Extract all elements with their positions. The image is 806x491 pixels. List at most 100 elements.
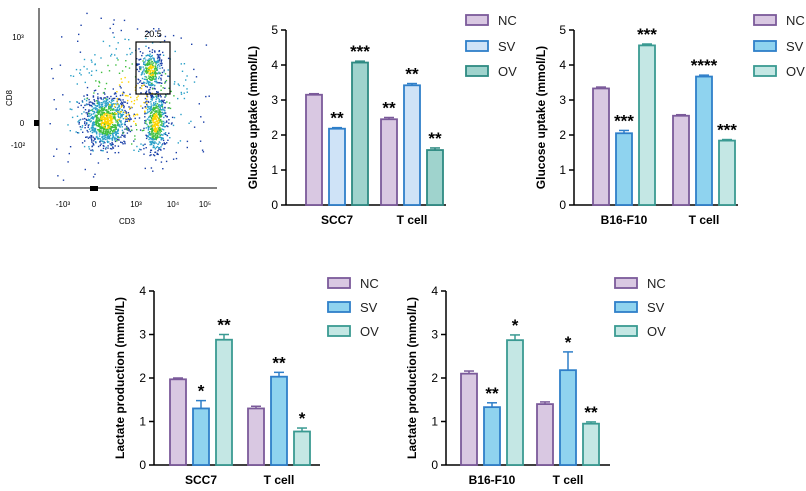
flow-event-dot: [100, 102, 102, 104]
flow-event-dot: [95, 105, 97, 107]
flow-event-dot: [167, 107, 169, 109]
flow-event-dot: [159, 124, 162, 126]
flow-event-dot: [113, 117, 115, 120]
flow-event-dot: [90, 115, 92, 117]
flow-event-dot: [112, 32, 114, 34]
flow-event-dot: [112, 143, 114, 146]
flow-event-dot: [149, 53, 151, 55]
flow-event-dot: [106, 127, 108, 130]
flow-event-dot: [104, 119, 106, 121]
flow-event-dot: [93, 124, 96, 126]
flow-event-dot: [98, 111, 100, 114]
flow-event-dot: [104, 136, 106, 139]
flow-event-dot: [148, 116, 150, 119]
flow-event-dot: [121, 92, 124, 95]
flow-event-dot: [151, 94, 153, 97]
flow-event-dot: [68, 152, 70, 155]
flow-event-dot: [129, 119, 131, 121]
flow-event-dot: [160, 60, 162, 62]
flow-event-dot: [136, 68, 138, 71]
flow-event-dot: [111, 103, 113, 105]
flow-event-dot: [153, 59, 155, 61]
bar: [328, 127, 346, 206]
flow-event-dot: [93, 90, 96, 92]
flow-event-dot: [107, 145, 109, 147]
flow-event-dot: [136, 64, 138, 66]
flow-event-dot: [88, 124, 90, 126]
flow-event-dot: [154, 73, 157, 75]
flow-event-dot: [104, 102, 106, 104]
flow-event-dot: [156, 120, 158, 122]
flow-event-dot: [131, 143, 133, 145]
flow-event-dot: [147, 106, 149, 109]
flow-event-dot: [117, 119, 119, 121]
flow-event-dot: [145, 54, 148, 57]
flow-event-dot: [109, 27, 111, 30]
flow-event-dot: [98, 120, 101, 122]
flow-event-dot: [153, 96, 155, 98]
flow-event-dot: [94, 100, 96, 102]
flow-event-dot: [175, 151, 177, 154]
flow-event-dot: [162, 51, 164, 54]
flow-event-dot: [140, 87, 143, 90]
flow-event-dot: [163, 69, 165, 71]
flow-event-dot: [158, 76, 160, 78]
flow-event-dot: [160, 62, 163, 64]
flow-event-dot: [150, 68, 152, 70]
flow-event-dot: [86, 103, 88, 106]
flow-event-dot: [93, 116, 95, 119]
flow-event-dot: [86, 112, 89, 114]
flow-event-dot: [78, 102, 80, 104]
flow-event-dot: [149, 78, 151, 80]
flow-event-dot: [180, 91, 182, 94]
flow-event-dot: [160, 114, 162, 116]
flow-event-dot: [156, 53, 159, 56]
flow-event-dot: [108, 70, 111, 72]
flow-event-dot: [110, 109, 112, 112]
flow-event-dot: [109, 124, 111, 126]
flow-event-dot: [146, 95, 149, 98]
flow-event-dot: [96, 110, 98, 112]
flow-event-dot: [78, 119, 80, 122]
flow-event-dot: [67, 161, 69, 163]
flow-event-dot: [149, 154, 151, 157]
flow-event-dot: [120, 106, 122, 108]
flow-event-dot: [138, 48, 140, 50]
flow-event-dot: [81, 101, 84, 103]
flow-event-dot: [103, 109, 105, 112]
flow-event-dot: [155, 124, 158, 126]
flow-event-dot: [120, 111, 123, 113]
flow-event-dot: [152, 125, 154, 127]
flow-event-dot: [107, 114, 109, 117]
flow-event-dot: [148, 63, 150, 65]
flow-event-dot: [157, 112, 159, 114]
flow-event-dot: [158, 122, 160, 124]
flow-event-dot: [104, 120, 106, 122]
flow-event-dot: [170, 90, 172, 93]
flow-event-dot: [100, 149, 102, 152]
significance-label: **: [217, 316, 231, 335]
flow-event-dot: [84, 109, 87, 111]
flow-event-dot: [86, 97, 88, 100]
flow-event-dot: [122, 143, 124, 145]
flow-event-dot: [127, 113, 130, 116]
flow-event-dot: [154, 127, 157, 129]
flow-event-dot: [110, 115, 112, 117]
flow-event-dot: [93, 112, 96, 114]
flow-event-dot: [84, 121, 86, 123]
flow-event-dot: [160, 64, 163, 66]
flow-event-dot: [156, 67, 159, 69]
flow-event-dot: [121, 116, 123, 118]
flow-event-dot: [141, 73, 143, 75]
flow-event-dot: [92, 117, 94, 120]
flow-event-dot: [159, 109, 161, 111]
flow-event-dot: [151, 76, 153, 79]
flow-event-dot: [108, 127, 110, 129]
flow-event-dot: [147, 111, 149, 113]
flow-event-dot: [144, 112, 146, 114]
flow-event-dot: [125, 94, 128, 97]
flow-event-dot: [113, 103, 116, 106]
flow-event-dot: [164, 121, 166, 124]
flow-event-dot: [156, 72, 158, 74]
flow-event-dot: [145, 120, 147, 123]
